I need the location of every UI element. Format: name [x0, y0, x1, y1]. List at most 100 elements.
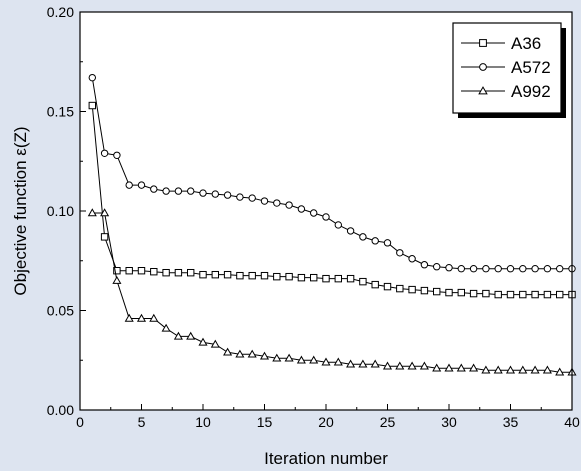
- data-point: [248, 271, 256, 280]
- data-point: [505, 365, 516, 374]
- data-point: [284, 353, 294, 362]
- data-point: [223, 191, 232, 199]
- data-point: [125, 181, 133, 189]
- data-point: [420, 286, 429, 295]
- plot-frame: [79, 11, 573, 411]
- data-point: [543, 265, 552, 273]
- data-point: [407, 361, 417, 370]
- data-point: [272, 353, 282, 362]
- data-point: [100, 149, 109, 157]
- series-a572: [88, 73, 576, 273]
- data-point: [174, 187, 183, 195]
- data-point: [531, 265, 539, 273]
- data-point: [124, 313, 134, 322]
- data-point: [469, 265, 478, 273]
- data-point: [100, 208, 110, 217]
- data-point: [518, 365, 528, 374]
- data-point: [149, 313, 159, 322]
- data-point: [173, 331, 183, 340]
- data-point: [556, 290, 564, 299]
- data-point: [296, 355, 306, 364]
- data-point: [187, 187, 195, 195]
- ticks-layer: 0 5 10 15 20 25 30 35 40 0.00 0.05 0.10 0.15 0.20: [47, 4, 580, 430]
- data-point: [371, 237, 379, 245]
- y-tick-label: 0.00: [47, 402, 74, 418]
- data-point: [542, 365, 552, 374]
- x-tick-label: 40: [564, 414, 580, 430]
- data-point: [87, 208, 97, 217]
- data-point: [273, 199, 281, 207]
- data-point: [445, 264, 453, 272]
- data-point: [322, 274, 330, 283]
- data-point: [211, 190, 220, 198]
- x-tick-label: 25: [380, 414, 396, 430]
- data-point: [161, 323, 171, 332]
- data-point: [310, 209, 318, 217]
- data-point: [432, 363, 442, 372]
- data-point: [543, 290, 552, 299]
- x-tick-label: 10: [195, 414, 211, 430]
- data-point: [383, 239, 392, 247]
- data-point: [519, 290, 527, 299]
- data-point: [433, 263, 441, 271]
- legend-label: A572: [511, 58, 551, 77]
- legend-items: A36 A572 A992: [461, 34, 551, 101]
- data-point: [322, 213, 330, 221]
- data-point: [482, 289, 490, 298]
- data-point: [211, 270, 220, 279]
- data-point: [321, 357, 331, 366]
- series-line: [91, 77, 572, 270]
- data-point: [162, 187, 170, 195]
- data-point: [359, 277, 367, 286]
- data-point: [346, 359, 356, 368]
- legend-item-a572: A572: [461, 58, 551, 77]
- data-point: [285, 201, 293, 209]
- data-point: [482, 265, 490, 273]
- data-point: [112, 275, 122, 284]
- data-point: [248, 194, 256, 202]
- y-tick-label: 0.15: [47, 104, 74, 120]
- data-point: [310, 273, 318, 282]
- legend-swatch-marker: [478, 86, 488, 95]
- data-point: [346, 227, 355, 235]
- data-point: [223, 347, 233, 356]
- data-point: [236, 193, 244, 201]
- data-point: [383, 282, 392, 291]
- x-axis-title: Iteration number: [264, 449, 388, 468]
- series-a36: [88, 101, 576, 299]
- data-point: [236, 271, 244, 280]
- data-point: [235, 349, 245, 358]
- y-tick-label: 0.10: [47, 203, 74, 219]
- data-point: [273, 272, 281, 281]
- legend-box: [452, 22, 562, 114]
- data-point: [210, 339, 220, 348]
- legend: A36 A572 A992: [452, 22, 566, 118]
- data-point: [297, 273, 306, 282]
- data-point: [506, 265, 515, 273]
- data-point: [469, 289, 478, 298]
- data-point: [297, 205, 306, 213]
- data-point: [359, 233, 367, 241]
- data-point: [382, 361, 393, 370]
- x-tick-label: 0: [76, 414, 84, 430]
- data-point: [457, 265, 465, 273]
- data-point: [88, 101, 96, 110]
- data-point: [334, 221, 342, 229]
- data-point: [370, 359, 380, 368]
- x-tick-label: 35: [503, 414, 519, 430]
- data-point: [456, 363, 466, 372]
- legend-swatch-marker: [479, 63, 487, 71]
- data-point: [125, 267, 133, 275]
- data-point: [555, 367, 565, 376]
- data-point: [100, 233, 109, 241]
- data-point: [358, 359, 368, 368]
- data-point: [396, 249, 404, 257]
- data-point: [481, 365, 491, 374]
- series-a992: [87, 208, 577, 376]
- x-tick-label: 30: [441, 414, 457, 430]
- data-point: [556, 265, 564, 273]
- x-tick-label: 15: [257, 414, 273, 430]
- data-point: [113, 151, 121, 159]
- data-point: [88, 73, 97, 82]
